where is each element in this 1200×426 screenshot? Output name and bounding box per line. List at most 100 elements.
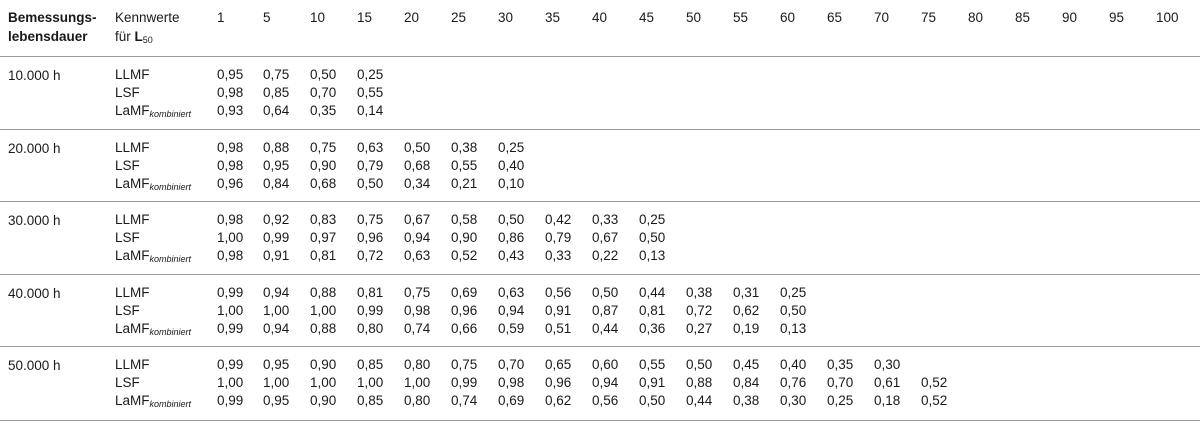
value-cell-lamf: 0,99: [217, 393, 244, 408]
value-cell-llmf: 0,69: [451, 285, 478, 300]
value-cell-llmf: 0,99: [217, 357, 244, 372]
value-cell-llmf: 0,75: [404, 285, 431, 300]
value-cell-llmf: 0,31: [733, 285, 760, 300]
value-cell-llmf: 0,80: [404, 357, 431, 372]
value-cell-llmf: 0,98: [217, 140, 244, 155]
year-header: 5: [263, 10, 271, 25]
value-cell-llmf: 0,35: [827, 357, 854, 372]
lifetime-group: 30.000 h LLMF 0,98 0,92 0,83 0,75 0,67 0,58 0,50…: [0, 211, 1200, 281]
value-cell-lsf: 0,70: [310, 85, 337, 100]
value-cell-llmf: 0,50: [310, 67, 337, 82]
value-cell-lamf: 0,96: [217, 176, 244, 191]
value-cell-llmf: 0,63: [357, 140, 384, 155]
value-cell-lsf: 0,76: [780, 375, 807, 390]
value-cell-llmf: 0,50: [404, 140, 431, 155]
value-cell-lamf: 0,64: [263, 103, 290, 118]
value-cell-llmf: 0,44: [639, 285, 666, 300]
value-cell-lsf: 0,94: [404, 230, 431, 245]
value-cell-lamf: 0,30: [780, 393, 807, 408]
value-cell-lamf: 0,25: [827, 393, 854, 408]
value-cell-llmf: 0,45: [733, 357, 760, 372]
value-cell-lamf: 0,56: [592, 393, 619, 408]
year-header: 35: [545, 10, 561, 25]
value-cell-llmf: 0,95: [263, 357, 290, 372]
row-divider: [0, 420, 1200, 421]
row-label-lamf-base: LaMF: [115, 103, 150, 118]
value-cell-lsf: 1,00: [217, 375, 244, 390]
header-kennwerte-l: L: [134, 29, 143, 44]
value-cell-lamf: 0,69: [498, 393, 525, 408]
value-cell-llmf: 0,55: [639, 357, 666, 372]
value-cell-llmf: 0,70: [498, 357, 525, 372]
year-header: 25: [451, 10, 467, 25]
value-cell-lsf: 0,50: [639, 230, 666, 245]
year-header: 40: [592, 10, 608, 25]
row-divider: [0, 346, 1200, 347]
value-cell-llmf: 0,38: [686, 285, 713, 300]
value-cell-lamf: 0,88: [310, 321, 337, 336]
value-cell-lsf: 0,98: [217, 85, 244, 100]
value-cell-lamf: 0,36: [639, 321, 666, 336]
row-label-llmf: LLMF: [115, 140, 150, 155]
value-cell-lsf: 0,40: [498, 158, 525, 173]
value-cell-llmf: 0,75: [263, 67, 290, 82]
value-cell-llmf: 0,25: [357, 67, 384, 82]
row-label-lsf: LSF: [115, 158, 140, 173]
row-label-lamf: LaMFkombiniert: [115, 102, 191, 123]
year-header: 100: [1156, 10, 1179, 25]
value-cell-llmf: 0,85: [357, 357, 384, 372]
value-cell-lsf: 0,55: [451, 158, 478, 173]
value-cell-llmf: 0,90: [310, 357, 337, 372]
value-cell-llmf: 0,75: [357, 212, 384, 227]
value-cell-lamf: 0,94: [263, 321, 290, 336]
header-kennwerte: Kennwerte für L50: [115, 8, 180, 50]
header-rated-lifetime: Bemessungs- lebensdauer: [8, 8, 97, 46]
year-header: 50: [686, 10, 702, 25]
row-label-lamf-sub: kombiniert: [149, 182, 192, 192]
value-cell-lamf: 0,74: [451, 393, 478, 408]
row-label-lamf-base: LaMF: [115, 321, 150, 336]
value-cell-llmf: 0,30: [874, 357, 901, 372]
value-cell-lsf: 0,68: [404, 158, 431, 173]
value-cell-lsf: 0,79: [357, 158, 384, 173]
value-cell-lsf: 0,81: [639, 303, 666, 318]
rated-lifetime-value: 40.000 h: [8, 286, 61, 301]
year-header: 1: [217, 10, 225, 25]
value-cell-lsf: 1,00: [310, 375, 337, 390]
value-cell-lsf: 0,90: [310, 158, 337, 173]
value-cell-lamf: 0,43: [498, 248, 525, 263]
year-header: 75: [921, 10, 937, 25]
row-label-lamf: LaMFkombiniert: [115, 392, 191, 413]
rated-lifetime-value: 30.000 h: [8, 213, 61, 228]
row-label-lsf: LSF: [115, 303, 140, 318]
value-cell-lamf: 0,19: [733, 321, 760, 336]
year-header: 95: [1109, 10, 1125, 25]
value-cell-lsf: 0,94: [498, 303, 525, 318]
value-cell-llmf: 0,58: [451, 212, 478, 227]
value-cell-lsf: 0,79: [545, 230, 572, 245]
value-cell-lamf: 0,91: [263, 248, 290, 263]
value-cell-lsf: 0,55: [357, 85, 384, 100]
year-header: 15: [357, 10, 373, 25]
value-cell-lamf: 0,35: [310, 103, 337, 118]
row-label-llmf: LLMF: [115, 212, 150, 227]
year-header: 65: [827, 10, 843, 25]
value-cell-lsf: 0,88: [686, 375, 713, 390]
header-kennwerte-line2: für L50: [115, 27, 180, 50]
value-cell-lsf: 1,00: [404, 375, 431, 390]
value-cell-lamf: 0,10: [498, 176, 525, 191]
value-cell-lsf: 0,52: [921, 375, 948, 390]
value-cell-lamf: 0,27: [686, 321, 713, 336]
value-cell-lsf: 0,86: [498, 230, 525, 245]
value-cell-llmf: 0,50: [686, 357, 713, 372]
value-cell-lsf: 0,96: [545, 375, 572, 390]
value-cell-lamf: 0,98: [217, 248, 244, 263]
value-cell-lamf: 0,50: [639, 393, 666, 408]
row-label-lsf: LSF: [115, 230, 140, 245]
year-header: 60: [780, 10, 796, 25]
row-label-lamf-sub: kombiniert: [149, 254, 192, 264]
value-cell-lamf: 0,80: [404, 393, 431, 408]
value-cell-lamf: 0,38: [733, 393, 760, 408]
value-cell-llmf: 0,25: [639, 212, 666, 227]
